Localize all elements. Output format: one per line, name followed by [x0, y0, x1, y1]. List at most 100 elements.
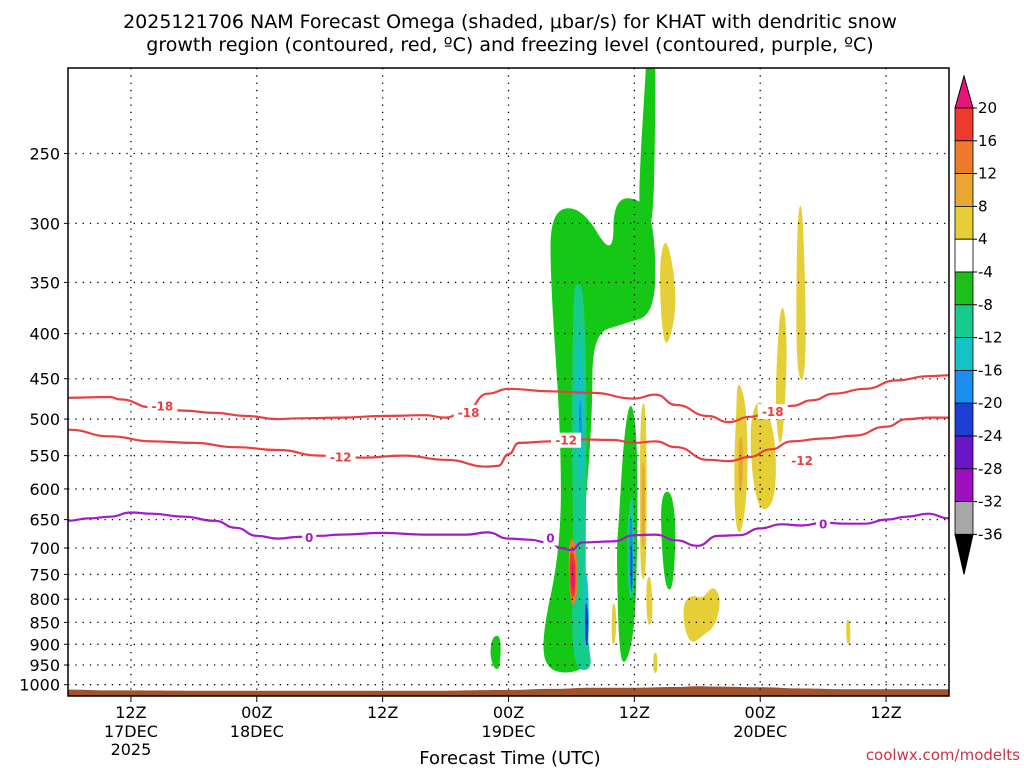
- contour-label-bg-8: [816, 516, 831, 532]
- colorbar-label-6: -8: [978, 296, 993, 314]
- credit-link[interactable]: coolwx.com/modelts: [866, 746, 1020, 764]
- y-tick-label-650: 650: [29, 511, 60, 530]
- colorbar-label-4: 4: [978, 230, 988, 248]
- omega-region-29: [571, 562, 575, 590]
- colorbar-label-11: -28: [978, 460, 1003, 478]
- contour-label-4: -12: [555, 434, 577, 448]
- chart-title-line1: 2025121706 NAM Forecast Omega (shaded, μ…: [123, 11, 897, 33]
- contour-labels: -18 -18 -18 -12 -12 -12 0 0 0: [147, 398, 831, 546]
- grid-lines: [68, 68, 949, 696]
- x-tick-label-5: 00Z: [745, 703, 776, 722]
- colorbar-label-7: -12: [978, 329, 1003, 347]
- colorbar-segment-1: [954, 107, 974, 142]
- contour-label-bg-3: [325, 449, 356, 465]
- omega-region-4: [490, 635, 501, 669]
- contour-label-7: 0: [546, 532, 554, 546]
- colorbar-segment-2: [954, 140, 974, 175]
- colorbar-segment-4: [954, 205, 974, 240]
- colorbar-segment-3: [954, 173, 974, 207]
- omega-region-14: [660, 243, 676, 343]
- x-date-label-5: 20DEC: [733, 722, 787, 741]
- omega-shaded-regions: [490, 68, 851, 673]
- colorbar-label-1: 16: [978, 132, 997, 150]
- x-tick-label-2: 12Z: [367, 703, 398, 722]
- x-year-label-0: 2025: [111, 740, 152, 759]
- omega-region-16: [775, 307, 787, 444]
- colorbar-label-13: -36: [978, 525, 1003, 543]
- colorbar-segment-13: [954, 501, 974, 535]
- y-tick-label-900: 900: [29, 635, 60, 654]
- y-tick-label-700: 700: [29, 539, 60, 558]
- omega-region-2: [617, 405, 638, 662]
- x-axis-label: Forecast Time (UTC): [419, 748, 600, 768]
- colorbar-segment-10: [954, 402, 974, 437]
- contour-label-bg-4: [551, 432, 582, 448]
- colorbar-segment-11: [954, 435, 974, 470]
- colorbar-legend: 20 16 12 8 4 -4 -8 -12 -16 -20 -24 -28 -32 -36: [954, 74, 1003, 575]
- omega-region-25: [738, 437, 743, 493]
- colorbar-label-9: -20: [978, 394, 1003, 412]
- y-axis: 250 300 350 400 450 500 550 600 650 700 750 800 850 9…: [19, 144, 68, 695]
- contour-label-3: -12: [330, 451, 352, 465]
- x-tick-label-3: 00Z: [493, 703, 524, 722]
- omega-region-26: [641, 462, 645, 548]
- omega-region-12: [585, 603, 589, 645]
- contour-label-2: -18: [762, 405, 784, 419]
- colorbar-bottom-arrow: [954, 533, 974, 575]
- contour--18: [68, 374, 949, 424]
- y-tick-label-350: 350: [29, 273, 60, 292]
- y-tick-label-400: 400: [29, 325, 60, 344]
- y-tick-label-600: 600: [29, 480, 60, 499]
- contour-label-bg-2: [757, 404, 788, 420]
- contour-label-6: 0: [305, 531, 313, 545]
- x-tick-label-6: 12Z: [870, 703, 901, 722]
- omega-region-5: [561, 617, 574, 668]
- colorbar-segment-9: [954, 369, 974, 404]
- omega-region-22: [846, 619, 851, 645]
- colorbar-segment-7: [954, 304, 974, 338]
- contour-label-5: -12: [791, 454, 813, 468]
- terrain-fill: [68, 686, 949, 696]
- x-date-label-0: 17DEC: [104, 722, 158, 741]
- contour-label-bg-5: [787, 453, 818, 469]
- y-tick-label-250: 250: [29, 144, 60, 163]
- y-tick-label-850: 850: [29, 613, 60, 632]
- y-tick-label-750: 750: [29, 565, 60, 584]
- contour-label-bg-6: [302, 530, 317, 546]
- terrain-layer: [68, 686, 949, 696]
- y-tick-label-300: 300: [29, 214, 60, 233]
- y-tick-label-500: 500: [29, 410, 60, 429]
- omega-region-19: [646, 576, 653, 625]
- omega-region-3: [661, 491, 676, 590]
- omega-region-13: [630, 545, 633, 590]
- omega-region-23: [611, 603, 617, 645]
- colorbar-top-arrow: [954, 74, 974, 109]
- chart-title-line2: growth region (contoured, red, ºC) and f…: [146, 34, 873, 56]
- contour-label-1: -18: [458, 406, 480, 420]
- colorbar-label-12: -32: [978, 493, 1003, 511]
- contour-label-bg-1: [453, 404, 484, 420]
- y-tick-label-550: 550: [29, 447, 60, 466]
- colorbar-segment-6: [954, 271, 974, 306]
- contour-label-bg-7: [543, 530, 558, 546]
- x-tick-label-4: 12Z: [619, 703, 650, 722]
- omega-region-20: [683, 588, 720, 642]
- omega-region-21: [653, 652, 658, 673]
- x-tick-label-0: 12Z: [115, 703, 146, 722]
- colorbar-segment-5: [954, 238, 974, 273]
- omega-region-18: [750, 402, 776, 510]
- y-tick-label-800: 800: [29, 590, 60, 609]
- x-tick-label-1: 00Z: [241, 703, 272, 722]
- y-tick-label-950: 950: [29, 656, 60, 675]
- y-tick-label-450: 450: [29, 370, 60, 389]
- omega-region-1: [639, 68, 656, 232]
- colorbar-label-10: -24: [978, 427, 1003, 445]
- x-date-label-3: 19DEC: [482, 722, 536, 741]
- contour-label-bg-0: [147, 398, 178, 414]
- colorbar-label-8: -16: [978, 361, 1003, 379]
- contour-label-8: 0: [819, 517, 827, 531]
- x-date-label-1: 18DEC: [230, 722, 284, 741]
- colorbar-label-0: 20: [978, 99, 997, 117]
